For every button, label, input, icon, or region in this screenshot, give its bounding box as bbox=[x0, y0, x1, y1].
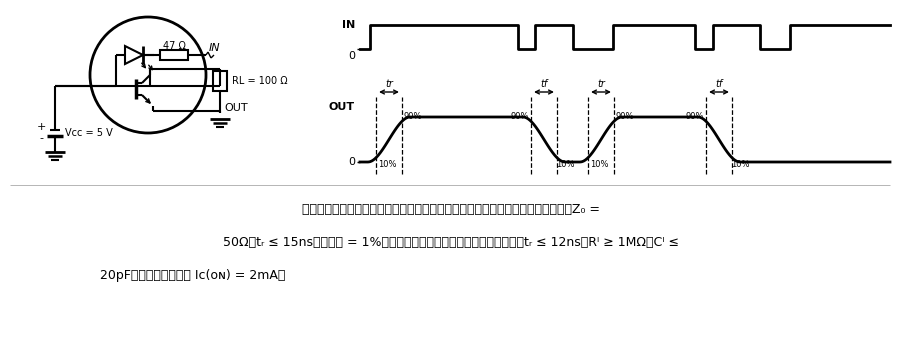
Text: tf: tf bbox=[715, 79, 723, 89]
Text: IN: IN bbox=[342, 20, 355, 30]
Text: 10%: 10% bbox=[556, 160, 575, 169]
Text: tf: tf bbox=[540, 79, 548, 89]
Text: Vcc = 5 V: Vcc = 5 V bbox=[65, 128, 113, 138]
Text: 20pF。输入脉冲幅度为 Iᴄ(ᴏɴ) = 2mA。: 20pF。输入脉冲幅度为 Iᴄ(ᴏɴ) = 2mA。 bbox=[100, 269, 285, 281]
Text: tr: tr bbox=[385, 79, 393, 89]
Text: 90%: 90% bbox=[686, 111, 704, 120]
Text: 47 Ω: 47 Ω bbox=[162, 41, 186, 51]
Text: 90%: 90% bbox=[511, 111, 529, 120]
Text: -: - bbox=[39, 133, 43, 143]
Text: 50Ω，tᵣ ≤ 15ns，占空比 = 1%。输出波形由示波器监视，示波器的特性：tᵣ ≤ 12ns，Rᴵ ≥ 1MΩ，Cᴵ ≤: 50Ω，tᵣ ≤ 15ns，占空比 = 1%。输出波形由示波器监视，示波器的特性… bbox=[223, 236, 679, 248]
Text: OUT: OUT bbox=[329, 102, 355, 112]
Bar bbox=[213, 71, 227, 91]
Text: 90%: 90% bbox=[616, 111, 634, 120]
Text: 0: 0 bbox=[348, 51, 355, 61]
Text: 10%: 10% bbox=[590, 160, 609, 169]
Text: 电路中的输入为交流信号，输入信号由交流信号产生器供给，信号产生器的特性：Z₀ =: 电路中的输入为交流信号，输入信号由交流信号产生器供给，信号产生器的特性：Z₀ = bbox=[302, 203, 600, 215]
Bar bbox=[160, 50, 188, 60]
Text: 10%: 10% bbox=[378, 160, 397, 169]
Text: OUT: OUT bbox=[224, 103, 248, 113]
Text: tr: tr bbox=[597, 79, 605, 89]
Text: +: + bbox=[36, 122, 46, 132]
Text: 0: 0 bbox=[348, 157, 355, 167]
Text: RL = 100 Ω: RL = 100 Ω bbox=[232, 76, 288, 86]
Text: IN: IN bbox=[209, 43, 221, 53]
Text: 10%: 10% bbox=[731, 160, 750, 169]
Polygon shape bbox=[125, 46, 143, 64]
Text: 90%: 90% bbox=[404, 111, 422, 120]
